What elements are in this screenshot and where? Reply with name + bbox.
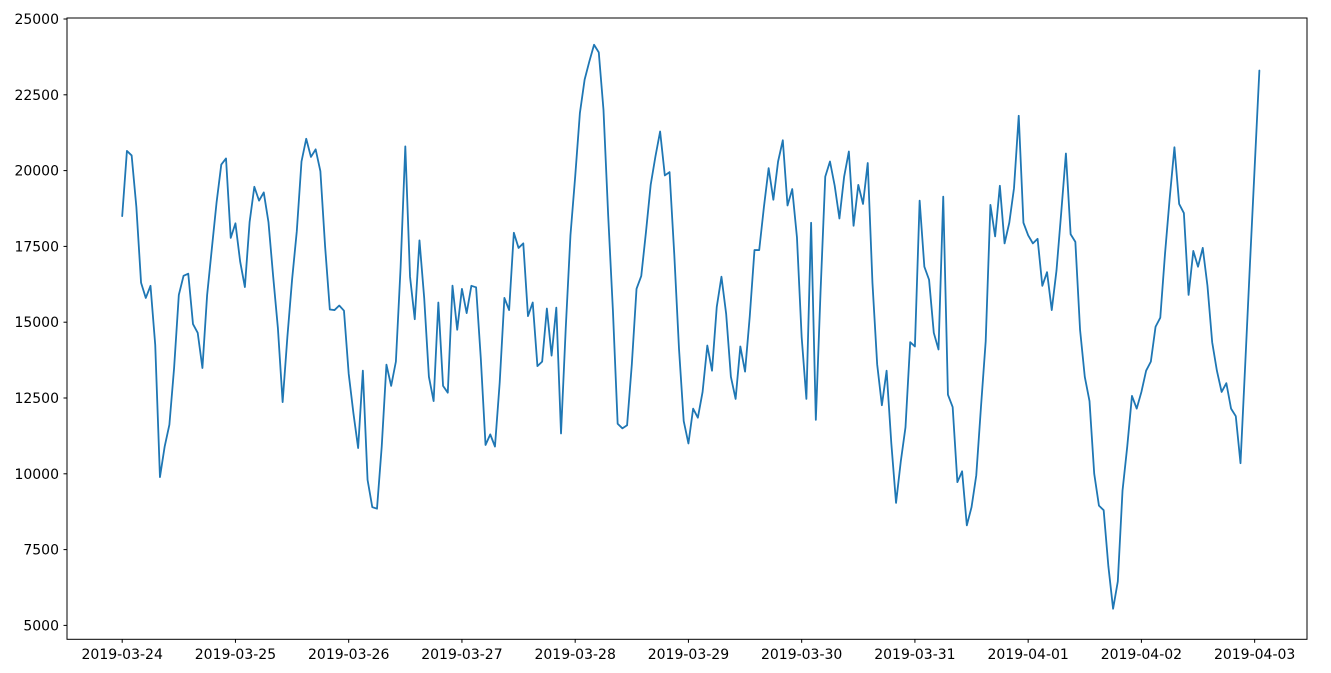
x-tick-label: 2019-03-24 — [82, 647, 163, 663]
y-axis-tick-labels: 5000 7500 10000 12500 15000 17500 20000 22500 25… — [14, 12, 59, 634]
x-tick-label: 2019-03-31 — [874, 647, 955, 663]
x-tick-label: 2019-04-02 — [1101, 647, 1182, 663]
x-tick-label: 2019-03-29 — [648, 647, 729, 663]
x-tick-label: 2019-03-27 — [421, 647, 502, 663]
x-tick-label: 2019-03-26 — [308, 647, 389, 663]
y-tick-label: 22500 — [14, 88, 59, 104]
y-axis-ticks — [63, 18, 67, 626]
series-line — [121, 43, 1261, 610]
x-axis-ticks — [121, 639, 1256, 643]
x-axis-tick-labels: 2019-03-24 2019-03-25 2019-03-26 2019-03-27… — [82, 647, 1296, 663]
series-group — [121, 43, 1261, 610]
y-tick-label: 7500 — [23, 543, 59, 559]
x-tick-label: 2019-03-25 — [195, 647, 276, 663]
plot-border — [66, 17, 1308, 640]
y-tick-label: 5000 — [23, 618, 59, 634]
y-tick-label: 25000 — [14, 12, 59, 28]
x-tick-label: 2019-03-28 — [534, 647, 615, 663]
y-tick-label: 17500 — [14, 239, 59, 255]
y-tick-label: 10000 — [14, 467, 59, 483]
y-tick-label: 15000 — [14, 315, 59, 331]
plot-area — [67, 18, 1307, 640]
y-tick-label: 12500 — [14, 391, 59, 407]
y-tick-label: 20000 — [14, 164, 59, 180]
x-tick-label: 2019-03-30 — [761, 647, 842, 663]
x-tick-label: 2019-04-03 — [1214, 647, 1295, 663]
x-tick-label: 2019-04-01 — [987, 647, 1068, 663]
